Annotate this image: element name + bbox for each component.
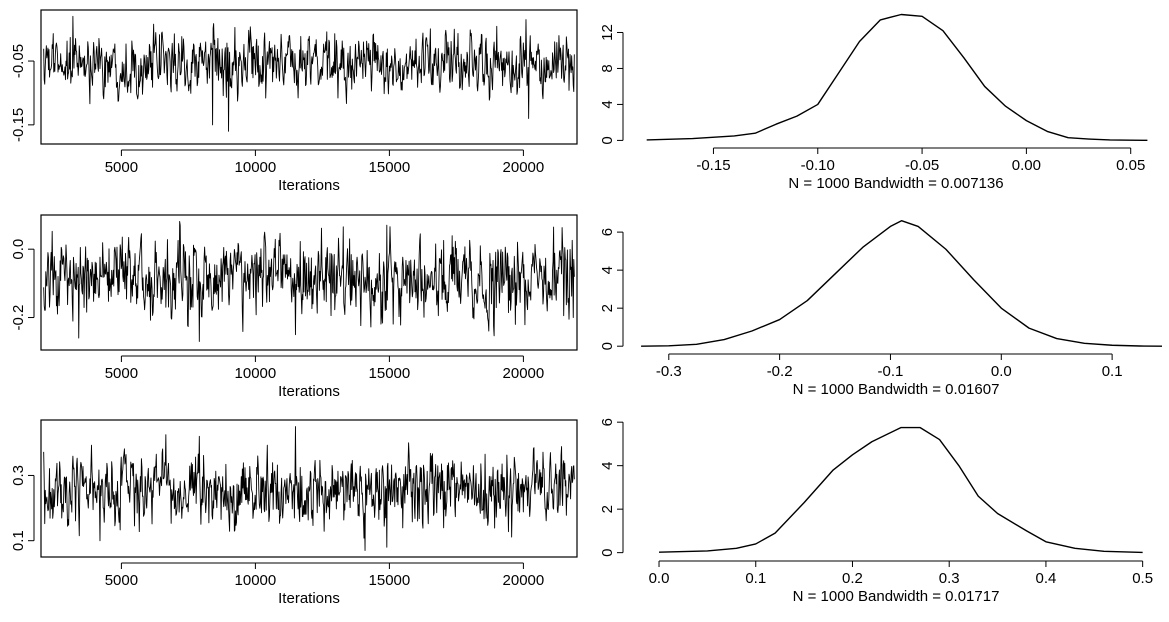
x-tick-label: -0.15 <box>696 157 730 174</box>
x-tick-label: 10000 <box>235 572 277 589</box>
y-tick-label: 4 <box>599 266 616 274</box>
y-tick-label: 4 <box>599 100 616 108</box>
panel-4-density: -0.3 -0.2 -0.1 0.0 0.1 N = 1000 Bandwidth = 0… <box>599 220 1163 398</box>
panel-1-trace: 5000 10000 15000 20000 Iterations -0.15 -0.05 <box>10 9 578 194</box>
x-axis-label: N = 1000 Bandwidth = 0.01717 <box>793 588 1000 605</box>
x-tick-label: 0.0 <box>649 570 670 587</box>
y-tick-label: -0.15 <box>10 108 27 142</box>
series-line <box>43 15 575 132</box>
x-tick-label: 5000 <box>105 365 138 382</box>
y-tick-label: 0.0 <box>10 239 27 260</box>
x-tick-label: 15000 <box>369 365 411 382</box>
y-tick-label: 4 <box>599 461 616 469</box>
x-tick-label: 0.3 <box>939 570 960 587</box>
x-axis-label: N = 1000 Bandwidth = 0.007136 <box>788 175 1003 192</box>
x-tick-label: 5000 <box>105 159 138 176</box>
x-tick-label: 15000 <box>369 572 411 589</box>
x-tick-label: 0.2 <box>842 570 863 587</box>
y-tick-label: 2 <box>599 304 616 312</box>
x-tick-label: 20000 <box>503 365 545 382</box>
x-axis-label: Iterations <box>278 177 340 194</box>
y-tick-label: 0 <box>599 342 616 350</box>
y-tick-label: 0.1 <box>10 530 27 551</box>
series-line <box>646 13 1148 142</box>
y-tick-label: 0.3 <box>10 465 27 486</box>
x-tick-label: 0.4 <box>1035 570 1056 587</box>
x-tick-label: 0.1 <box>1102 363 1123 380</box>
y-tick-label: 12 <box>599 24 616 41</box>
x-tick-label: 0.05 <box>1116 157 1145 174</box>
x-axis-label: Iterations <box>278 383 340 400</box>
x-tick-label: 0.0 <box>991 363 1012 380</box>
series-line <box>659 426 1143 554</box>
series-line <box>43 220 575 342</box>
x-tick-label: 10000 <box>235 365 277 382</box>
y-tick-label: 6 <box>599 228 616 236</box>
x-tick-label: 0.1 <box>745 570 766 587</box>
y-tick-label: 0 <box>599 136 616 144</box>
x-tick-label: 0.00 <box>1012 157 1041 174</box>
plot-frame <box>40 214 578 351</box>
panel-3-trace: 5000 10000 15000 20000 Iterations -0.2 0.0 <box>10 214 578 400</box>
x-tick-label: -0.1 <box>878 363 904 380</box>
plot-frame <box>40 9 578 145</box>
y-tick-label: -0.05 <box>10 44 27 78</box>
x-axis-label: Iterations <box>278 590 340 607</box>
x-tick-label: -0.05 <box>905 157 939 174</box>
x-tick-label: -0.3 <box>656 363 682 380</box>
x-tick-label: -0.10 <box>801 157 835 174</box>
x-tick-label: 15000 <box>369 159 411 176</box>
series-line <box>641 220 1163 347</box>
y-tick-label: 6 <box>599 418 616 426</box>
panel-6-density: 0.0 0.1 0.2 0.3 0.4 0.5 N = 1000 Bandwidth = 0… <box>599 418 1153 605</box>
x-axis-label: N = 1000 Bandwidth = 0.01607 <box>793 381 1000 398</box>
y-tick-label: 0 <box>599 548 616 556</box>
y-tick-label: -0.2 <box>10 305 27 331</box>
plot-frame <box>40 419 578 558</box>
x-tick-label: 5000 <box>105 572 138 589</box>
x-tick-label: 0.5 <box>1132 570 1153 587</box>
series-line <box>43 426 575 551</box>
y-tick-label: 2 <box>599 505 616 513</box>
x-tick-label: 10000 <box>235 159 277 176</box>
panel-5-trace: 5000 10000 15000 20000 Iterations 0.1 0.3 <box>10 419 578 607</box>
y-tick-label: 8 <box>599 64 616 72</box>
panel-2-density: -0.15 -0.10 -0.05 0.00 0.05 N = 1000 Bandwidt… <box>599 13 1148 192</box>
x-tick-label: -0.2 <box>767 363 793 380</box>
x-tick-label: 20000 <box>503 159 545 176</box>
x-tick-label: 20000 <box>503 572 545 589</box>
